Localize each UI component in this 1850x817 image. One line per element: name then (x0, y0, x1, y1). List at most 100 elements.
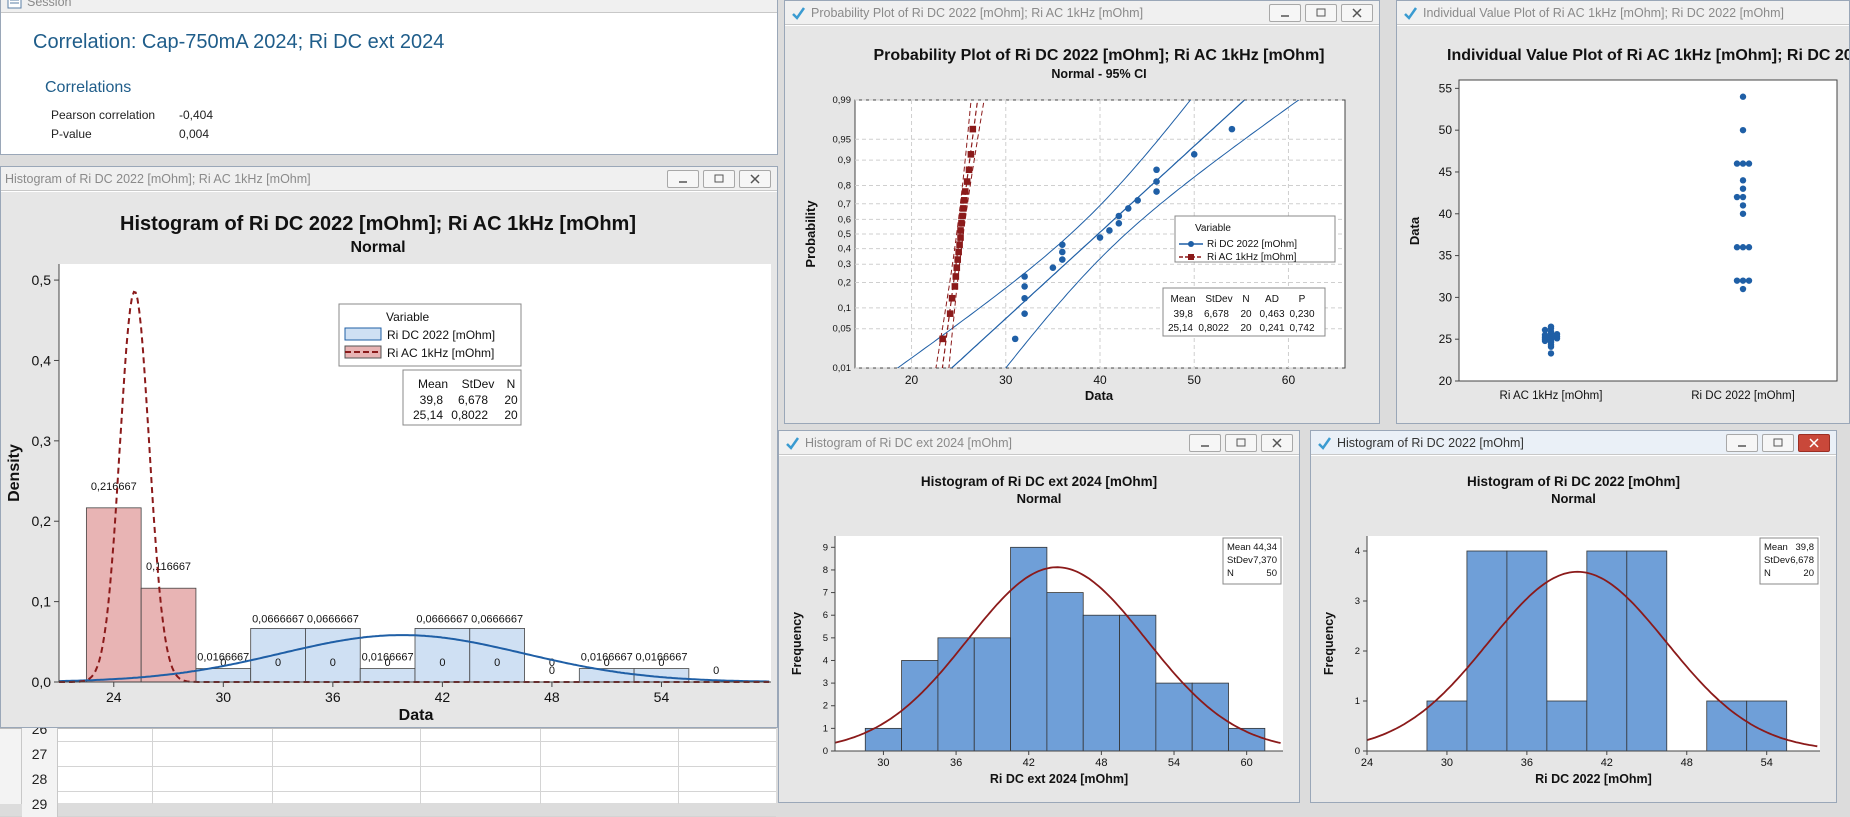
session-heading: Correlation: Cap-750mA 2024; Ri DC ext 2… (33, 31, 445, 53)
prob-window[interactable]: Probability Plot of Ri DC 2022 [mOhm]; R… (784, 0, 1380, 424)
chart-title: Histogram of Ri DC 2022 [mOhm] (1467, 474, 1680, 489)
data-point-ri-ac (939, 335, 946, 343)
x-tick-label: 30 (1441, 757, 1453, 769)
x-axis-label: Ri DC 2022 [mOhm] (1535, 772, 1652, 786)
x-category-label: Ri AC 1kHz [mOhm] (1500, 390, 1603, 402)
minimize-button[interactable] (1269, 4, 1301, 22)
y-tick-label: 45 (1439, 165, 1453, 179)
maximize-icon (1316, 8, 1326, 17)
stats-label: StDev (1764, 555, 1790, 566)
hist-ext-window[interactable]: Histogram of Ri DC ext 2024 [mOhm] Histo… (778, 430, 1300, 803)
x-axis-label: Data (399, 707, 434, 724)
x-axis-label: Ri DC ext 2024 [mOhm] (990, 772, 1128, 786)
histogram-bar (1546, 700, 1588, 752)
pvalue-label: P-value (51, 127, 92, 141)
data-point-ri-ac (956, 241, 963, 248)
hist-ext-plot[interactable]: Histogram of Ri DC ext 2024 [mOhm] Normal… (779, 456, 1299, 802)
prob-titlebar[interactable]: Probability Plot of Ri DC 2022 [mOhm]; R… (785, 1, 1379, 25)
close-button[interactable] (739, 170, 771, 188)
hist-main-window[interactable]: Histogram of Ri DC 2022 [mOhm]; Ri AC 1k… (0, 166, 778, 728)
minimize-button[interactable] (1189, 434, 1221, 452)
stats-cell: 25,14 (413, 408, 443, 422)
data-point-ri-ac (961, 197, 968, 204)
session-titlebar[interactable]: Session (1, 0, 777, 13)
data-point (1739, 210, 1747, 217)
maximize-button[interactable] (703, 170, 735, 188)
x-tick-label: 30 (216, 689, 232, 705)
indiv-titlebar[interactable]: Individual Value Plot of Ri AC 1kHz [mOh… (1397, 1, 1849, 25)
indiv-chart[interactable]: Individual Value Plot of Ri AC 1kHz [mOh… (1397, 26, 1849, 424)
stats-cell: 20 (504, 408, 518, 422)
indiv-plot[interactable]: Individual Value Plot of Ri AC 1kHz [mOh… (1397, 26, 1849, 423)
minimize-icon (1738, 445, 1746, 447)
close-button[interactable] (1341, 4, 1373, 22)
bar-label-ri-ac: 0,116667 (146, 561, 191, 573)
hist-ext-chart[interactable]: Histogram of Ri DC ext 2024 [mOhm] Normal… (779, 456, 1299, 803)
session-window[interactable]: Session Correlation: Cap-750mA 2024; Ri … (0, 0, 778, 155)
hist-dc-window[interactable]: Histogram of Ri DC 2022 [mOhm] Histogram… (1310, 430, 1837, 803)
x-category-label: Ri DC 2022 [mOhm] (1691, 390, 1795, 402)
x-axis-label: Data (1085, 388, 1114, 403)
stats-cell: 0,241 (1259, 323, 1284, 334)
y-tick-label: 8 (823, 565, 828, 576)
hist-main-plot[interactable]: Histogram of Ri DC 2022 [mOhm]; Ri AC 1k… (1, 192, 777, 727)
bar-ri-dc (250, 628, 306, 683)
data-point-ri-dc (1021, 294, 1028, 302)
close-button[interactable] (1261, 434, 1293, 452)
bar-label-ri-ac: 0 (658, 657, 664, 669)
data-point (1739, 185, 1747, 192)
maximize-button[interactable] (1762, 434, 1794, 452)
y-tick-label: 0,5 (32, 272, 52, 288)
x-tick-label: 36 (950, 757, 962, 769)
minimize-button[interactable] (667, 170, 699, 188)
close-button[interactable] (1798, 434, 1830, 452)
prob-chart[interactable]: Probability Plot of Ri DC 2022 [mOhm]; R… (785, 26, 1379, 424)
plot-background (1458, 79, 1838, 382)
stats-cell: 39,8 (1174, 309, 1194, 320)
hist-main-chart[interactable]: Histogram of Ri DC 2022 [mOhm]; Ri AC 1k… (1, 192, 777, 728)
minimize-button[interactable] (1726, 434, 1758, 452)
indiv-window[interactable]: Individual Value Plot of Ri AC 1kHz [mOh… (1396, 0, 1850, 424)
hist-dc-titlebar[interactable]: Histogram of Ri DC 2022 [mOhm] (1311, 431, 1836, 455)
data-point-ri-dc (1153, 188, 1160, 195)
data-point (1541, 331, 1549, 339)
worksheet-row[interactable]: 28 (0, 767, 776, 792)
worksheet-row[interactable]: 27 (0, 742, 776, 767)
y-tick-label: 0 (823, 746, 828, 757)
data-point-ri-dc (1134, 197, 1141, 204)
pvalue-value: 0,004 (179, 127, 210, 141)
chart-subtitle: Normal - 95% CI (1051, 67, 1146, 81)
stats-cell: 6,678 (1204, 309, 1229, 320)
y-tick-label: 0,2 (838, 277, 851, 288)
stats-cell: 0,8022 (1198, 323, 1229, 334)
data-point-ri-ac (960, 205, 967, 212)
stats-value: 50 (1266, 568, 1277, 579)
x-tick-label: 20 (905, 373, 919, 387)
worksheet-row[interactable]: 29 (0, 792, 776, 817)
hist-dc-plot[interactable]: Histogram of Ri DC 2022 [mOhm] Normal 24 30… (1311, 456, 1836, 802)
bar-ri-dc (359, 668, 416, 683)
legend-marker-ri-ac (1188, 254, 1194, 260)
y-tick-label: 6 (823, 610, 828, 621)
data-point (1733, 160, 1741, 167)
hist-ext-titlebar[interactable]: Histogram of Ri DC ext 2024 [mOhm] (779, 431, 1299, 455)
indiv-window-title: Individual Value Plot of Ri AC 1kHz [mOh… (1423, 6, 1785, 20)
bar-label-ri-dc: 0,0666667 (252, 613, 304, 625)
y-tick-label: 40 (1439, 207, 1453, 221)
y-tick-label: 1 (1355, 696, 1360, 707)
session-window-title: Session (27, 0, 72, 9)
data-point-ri-ac (952, 273, 960, 280)
worksheet[interactable]: 26 27 28 29 (0, 717, 776, 817)
close-icon (1809, 438, 1819, 448)
maximize-button[interactable] (1305, 4, 1337, 22)
stats-label: StDev (1227, 555, 1253, 566)
stats-cell: 0,8022 (451, 408, 488, 422)
legend-label-ri-ac: Ri AC 1kHz [mOhm] (1207, 252, 1297, 263)
hist-main-titlebar[interactable]: Histogram of Ri DC 2022 [mOhm]; Ri AC 1k… (1, 167, 777, 191)
data-point-ri-ac (963, 178, 971, 185)
stats-cell: 0,463 (1259, 309, 1284, 320)
maximize-button[interactable] (1225, 434, 1257, 452)
y-tick-label: 3 (1355, 596, 1360, 607)
prob-plot[interactable]: Probability Plot of Ri DC 2022 [mOhm]; R… (785, 26, 1379, 423)
